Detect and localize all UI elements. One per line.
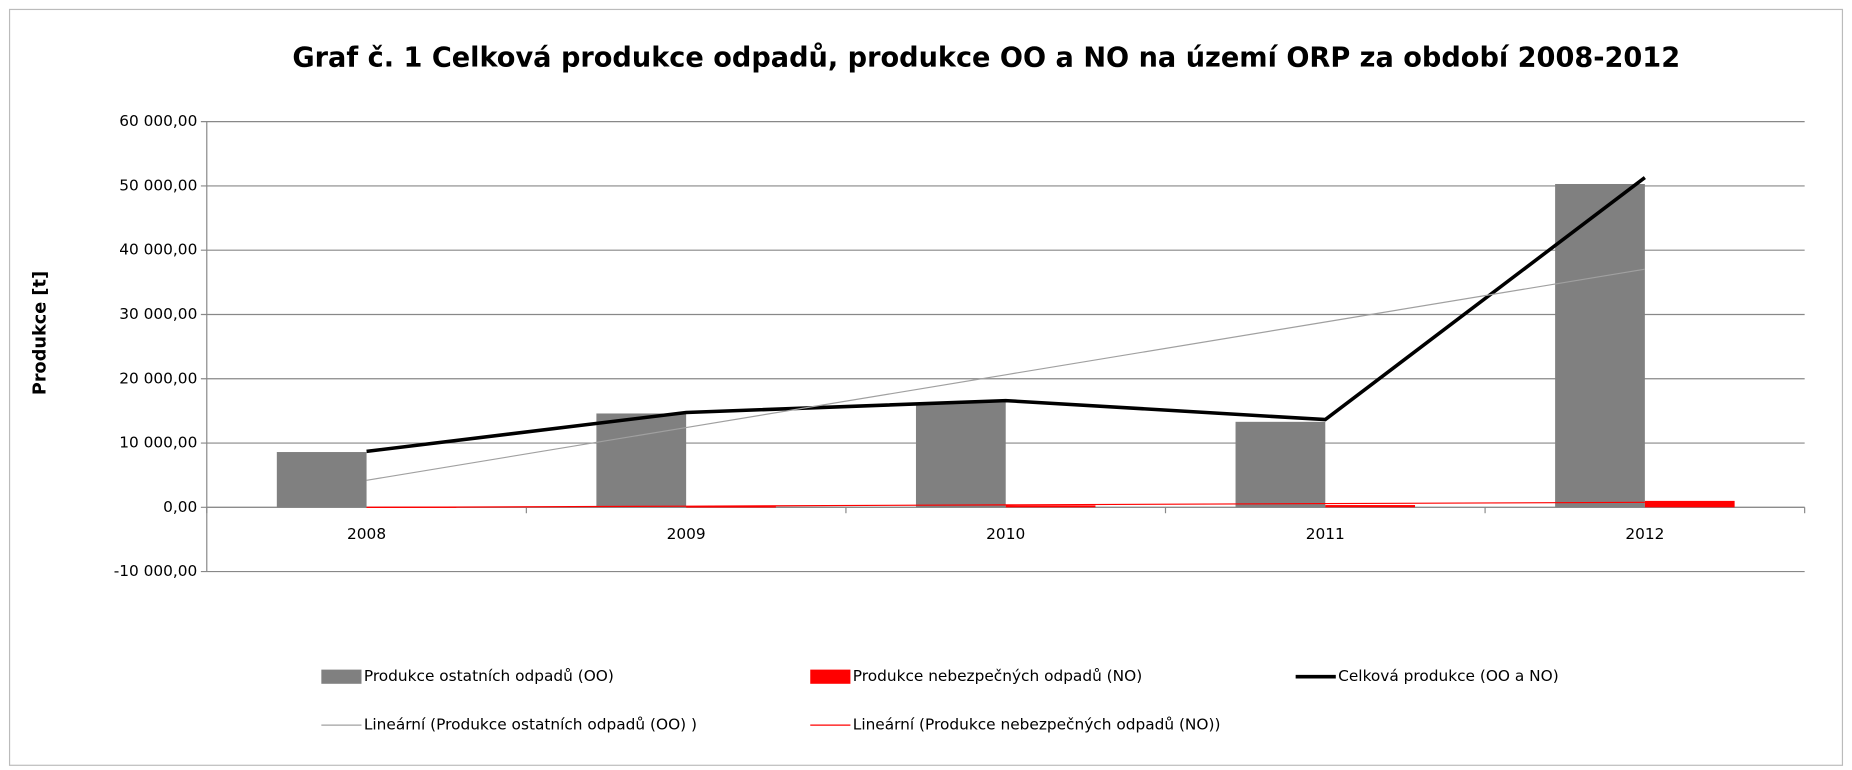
bar bbox=[1555, 183, 1645, 508]
trend-line bbox=[366, 501, 1645, 509]
bar bbox=[276, 452, 367, 508]
x-tick-label: 2010 bbox=[986, 525, 1025, 543]
y-tick-label: 40 000,00 bbox=[119, 241, 197, 259]
y-tick-label: 50 000,00 bbox=[119, 176, 197, 194]
line bbox=[366, 176, 1646, 454]
legend-label: Produkce ostatních odpadů (OO) bbox=[364, 667, 614, 685]
legend-label: Lineární (Produkce nebezpečných odpadů (… bbox=[853, 716, 1221, 734]
bar bbox=[1325, 505, 1416, 508]
chart-title: Graf č. 1 Celková produkce odpadů, produ… bbox=[292, 43, 1680, 74]
bar bbox=[1644, 500, 1735, 508]
y-tick-label: 60 000,00 bbox=[119, 112, 197, 130]
bar bbox=[596, 413, 687, 508]
bar bbox=[686, 506, 776, 508]
x-tick-label: 2012 bbox=[1625, 525, 1664, 543]
y-tick-label: 20 000,00 bbox=[119, 369, 197, 387]
y-axis-title: Produkce [t] bbox=[30, 271, 50, 395]
bar bbox=[915, 402, 1006, 508]
legend-swatch bbox=[321, 669, 362, 684]
y-tick-label: -10 000,00 bbox=[114, 562, 198, 580]
trend-line bbox=[366, 268, 1645, 481]
y-tick-label: 30 000,00 bbox=[119, 305, 197, 323]
x-tick-label: 2008 bbox=[347, 525, 386, 543]
legend-label: Celková produkce (OO a NO) bbox=[1338, 667, 1559, 685]
y-tick-label: 10 000,00 bbox=[119, 434, 197, 452]
legend-label: Lineární (Produkce ostatních odpadů (OO)… bbox=[364, 716, 697, 734]
y-tick-label: 0,00 bbox=[163, 498, 197, 516]
bar bbox=[1235, 421, 1326, 508]
x-tick-label: 2011 bbox=[1306, 525, 1345, 543]
legend-label: Produkce nebezpečných odpadů (NO) bbox=[853, 667, 1142, 685]
legend-swatch bbox=[810, 669, 851, 684]
x-tick-label: 2009 bbox=[667, 525, 706, 543]
bar bbox=[1005, 505, 1096, 508]
